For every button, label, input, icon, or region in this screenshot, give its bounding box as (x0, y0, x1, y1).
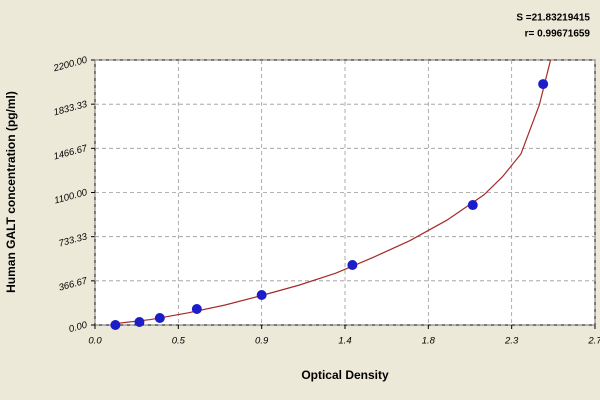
data-point (467, 200, 478, 211)
x-tick-label: 0.5 (172, 336, 186, 347)
x-tick-label: 1.4 (338, 336, 351, 347)
x-tick-label: 1.8 (422, 336, 436, 347)
data-point (347, 260, 358, 271)
data-point (191, 303, 202, 314)
annotation: S =21.83219415 (516, 13, 590, 24)
y-tick-label: 0.00 (68, 320, 89, 336)
x-axis-title: Optical Density (301, 368, 389, 382)
data-point (256, 290, 267, 301)
data-point (110, 320, 121, 330)
x-tick-label: 0.0 (88, 336, 102, 347)
x-tick-label: 2.7 (587, 336, 600, 347)
data-point (134, 316, 145, 327)
x-tick-label: 0.9 (255, 336, 269, 347)
x-tick-label: 2.3 (504, 336, 519, 347)
y-axis-title: Human GALT concentration (pg/ml) (4, 91, 18, 293)
data-point (538, 79, 549, 90)
data-point (154, 313, 165, 324)
annotation: r= 0.99671659 (525, 29, 591, 40)
